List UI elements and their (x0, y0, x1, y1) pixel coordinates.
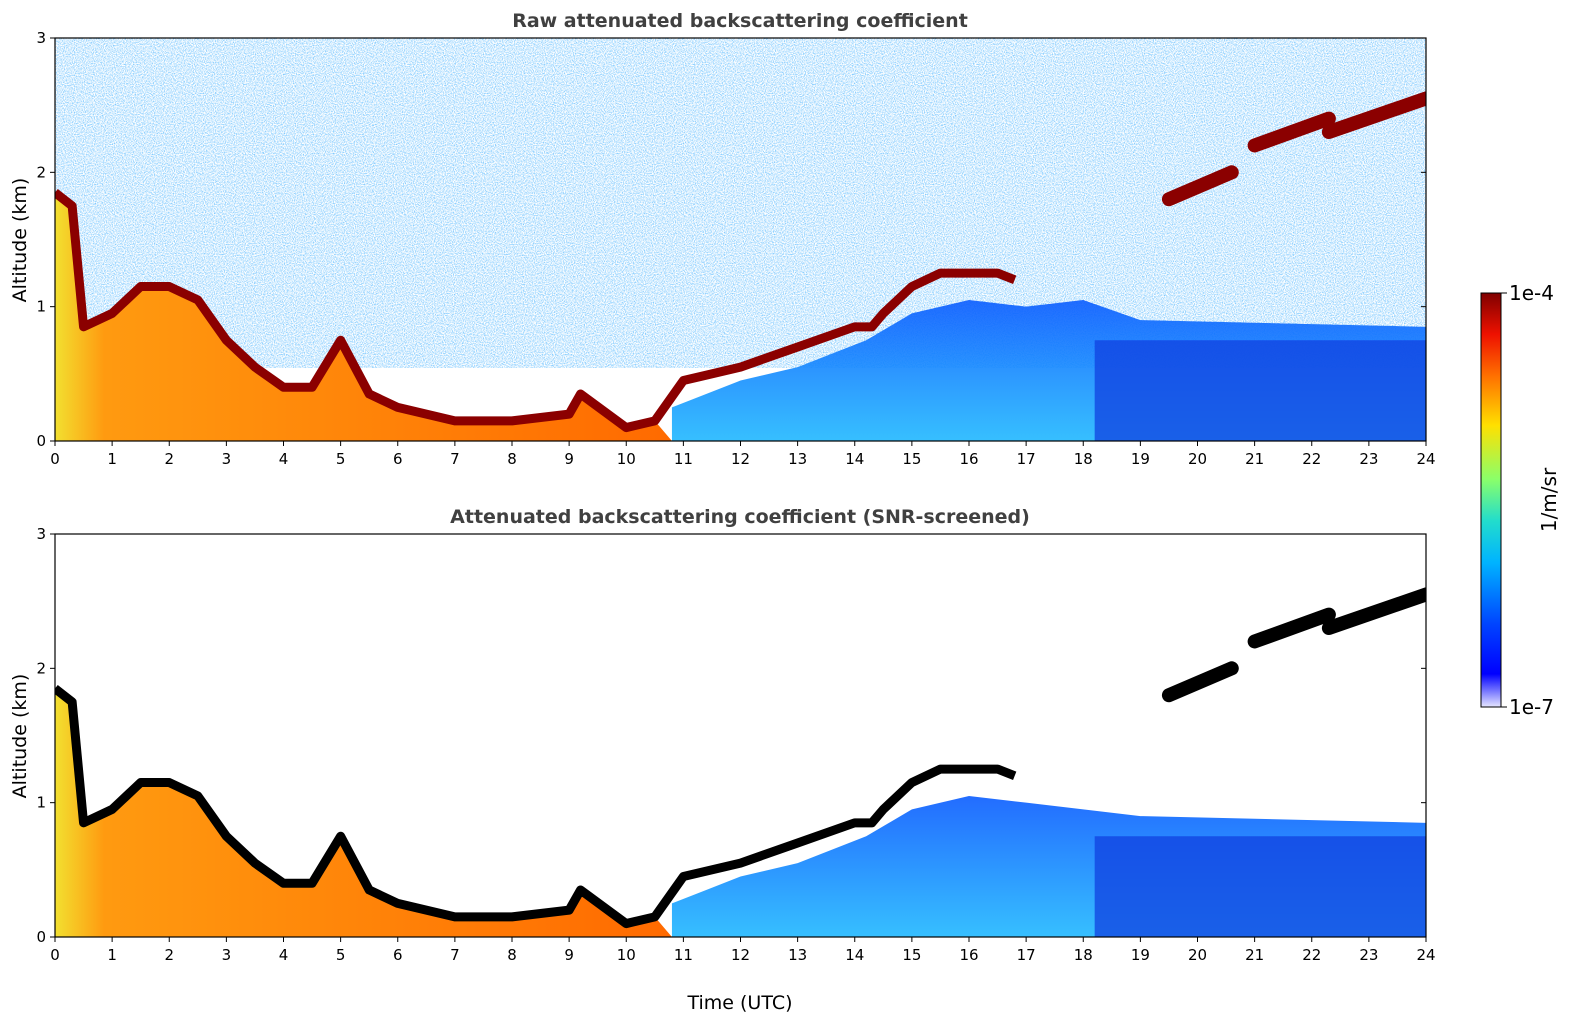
x-tick-label: 19 (1131, 946, 1150, 964)
x-tick-label: 9 (564, 450, 574, 468)
x-tick-label: 20 (1188, 946, 1207, 964)
panel-raw-title: Raw attenuated backscattering coefficien… (512, 10, 968, 32)
x-tick-label: 6 (393, 450, 403, 468)
x-tick-label: 16 (959, 946, 978, 964)
x-tick-label: 19 (1131, 450, 1150, 468)
x-tick-label: 8 (507, 946, 517, 964)
panel-raw: Raw attenuated backscattering coefficien… (9, 10, 1436, 468)
colorbar-gradient (1480, 292, 1502, 708)
x-ticks: 0 1 2 3 4 5 6 7 8 9 10 11 12 13 14 15 16 17 18 19 20 21 22 23 24 (50, 937, 1436, 964)
night-aerosol-region (1094, 340, 1426, 441)
x-tick-label: 15 (902, 946, 921, 964)
y-tick-label: 2 (36, 163, 46, 181)
elevated-cloud-layer (1247, 607, 1336, 649)
x-tick-label: 14 (845, 946, 864, 964)
x-tick-label: 9 (564, 946, 574, 964)
x-tick-label: 13 (788, 450, 807, 468)
y-axis-label: Altitude (km) (9, 674, 31, 799)
x-tick-label: 0 (50, 450, 60, 468)
colorbar-max-label: 1e-4 (1509, 281, 1554, 305)
panel-screened-title: Attenuated backscattering coefficient (S… (450, 506, 1030, 528)
y-ticks: 0 1 2 3 (36, 29, 1426, 450)
subcloud-warm-region (55, 688, 672, 937)
x-tick-label: 18 (1074, 450, 1093, 468)
x-tick-label: 17 (1017, 450, 1036, 468)
elevated-cloud-layer (1321, 91, 1426, 140)
cloud-layer-line (55, 188, 1017, 433)
x-tick-label: 15 (902, 450, 921, 468)
x-tick-label: 10 (617, 450, 636, 468)
panel-screened: Attenuated backscattering coefficient (S… (9, 506, 1436, 1014)
x-tick-label: 24 (1416, 450, 1435, 468)
heatmap-fill (55, 91, 1426, 441)
y-tick-label: 2 (36, 659, 46, 677)
cloud-layer-line (55, 684, 1017, 929)
x-tick-label: 23 (1359, 450, 1378, 468)
y-ticks: 0 1 2 3 (36, 525, 1426, 946)
colorbar: 1e-4 1e-7 1/m/sr (1480, 281, 1561, 719)
subcloud-warm-region (55, 192, 672, 441)
x-tick-label: 5 (336, 946, 346, 964)
x-ticks: 0 1 2 3 4 5 6 7 8 9 10 11 12 13 14 15 16 17 18 19 20 21 22 23 24 (50, 441, 1436, 468)
x-tick-label: 1 (107, 946, 117, 964)
y-tick-label: 1 (36, 794, 46, 812)
y-tick-label: 0 (36, 432, 46, 450)
x-tick-label: 22 (1302, 450, 1321, 468)
x-tick-label: 7 (450, 450, 460, 468)
x-tick-label: 4 (279, 946, 289, 964)
x-tick-label: 16 (959, 450, 978, 468)
y-axis-label: Altitude (km) (9, 178, 31, 303)
x-tick-label: 18 (1074, 946, 1093, 964)
noise-layer (55, 38, 1426, 338)
x-tick-label: 3 (222, 946, 232, 964)
elevated-cloud-layer (1321, 587, 1426, 636)
heatmap-raw (55, 38, 1426, 441)
x-tick-label: 0 (50, 946, 60, 964)
x-tick-label: 11 (674, 946, 693, 964)
x-tick-label: 12 (731, 450, 750, 468)
x-axis-label: Time (UTC) (686, 992, 792, 1014)
x-tick-label: 13 (788, 946, 807, 964)
x-tick-label: 20 (1188, 450, 1207, 468)
x-tick-label: 1 (107, 450, 117, 468)
x-tick-label: 8 (507, 450, 517, 468)
x-tick-label: 7 (450, 946, 460, 964)
elevated-cloud-layer (1161, 165, 1239, 207)
night-aerosol-region (1094, 836, 1426, 937)
y-tick-label: 0 (36, 928, 46, 946)
x-tick-label: 3 (222, 450, 232, 468)
x-tick-label: 10 (617, 946, 636, 964)
x-tick-label: 23 (1359, 946, 1378, 964)
y-tick-label: 1 (36, 298, 46, 316)
x-tick-label: 2 (164, 946, 174, 964)
x-tick-label: 22 (1302, 946, 1321, 964)
x-tick-label: 21 (1245, 450, 1264, 468)
x-tick-label: 5 (336, 450, 346, 468)
x-tick-label: 17 (1017, 946, 1036, 964)
x-tick-label: 24 (1416, 946, 1435, 964)
x-tick-label: 2 (164, 450, 174, 468)
x-tick-label: 21 (1245, 946, 1264, 964)
heatmap-fill (55, 587, 1426, 937)
x-tick-label: 14 (845, 450, 864, 468)
y-tick-label: 3 (36, 29, 46, 47)
x-tick-label: 11 (674, 450, 693, 468)
x-tick-label: 12 (731, 946, 750, 964)
elevated-cloud-layer (1161, 661, 1239, 703)
x-tick-label: 6 (393, 946, 403, 964)
heatmap-screened (55, 587, 1426, 937)
y-tick-label: 3 (36, 525, 46, 543)
x-tick-label: 4 (279, 450, 289, 468)
colorbar-min-label: 1e-7 (1509, 695, 1554, 719)
elevated-cloud-layer (1247, 111, 1336, 153)
colorbar-unit-label: 1/m/sr (1537, 467, 1561, 532)
